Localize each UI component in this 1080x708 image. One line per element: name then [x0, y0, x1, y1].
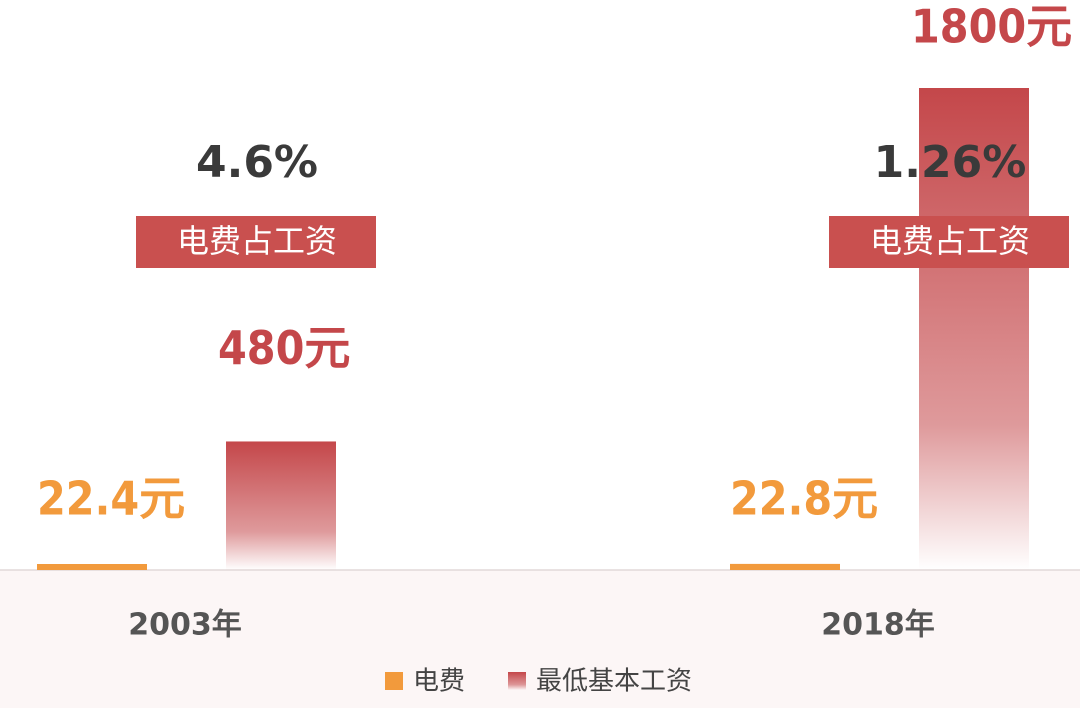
x-tick-label: 2003年 — [128, 608, 242, 643]
annotation-box — [136, 216, 376, 268]
x-tick-label: 2018年 — [821, 608, 935, 643]
bar — [226, 441, 336, 570]
annotation-value: 1.26% — [874, 137, 1027, 188]
value-label: 1800元 — [911, 0, 1072, 54]
value-label: 22.8元 — [730, 472, 878, 526]
legend-swatch — [385, 672, 403, 690]
value-label: 22.4元 — [37, 472, 185, 526]
bar — [730, 563, 840, 570]
value-label: 480元 — [218, 321, 350, 375]
annotation-label: 电费占工资 — [177, 222, 337, 260]
legend-label: 最低基本工资 — [536, 667, 692, 697]
annotation-box — [829, 216, 1069, 268]
bar — [37, 564, 147, 570]
annotation-value: 4.6% — [196, 137, 318, 188]
annotation-label: 电费占工资 — [870, 222, 1030, 260]
floor — [0, 570, 1080, 708]
bar — [919, 88, 1029, 570]
legend-swatch — [508, 672, 526, 690]
legend-label: 电费 — [413, 667, 465, 697]
